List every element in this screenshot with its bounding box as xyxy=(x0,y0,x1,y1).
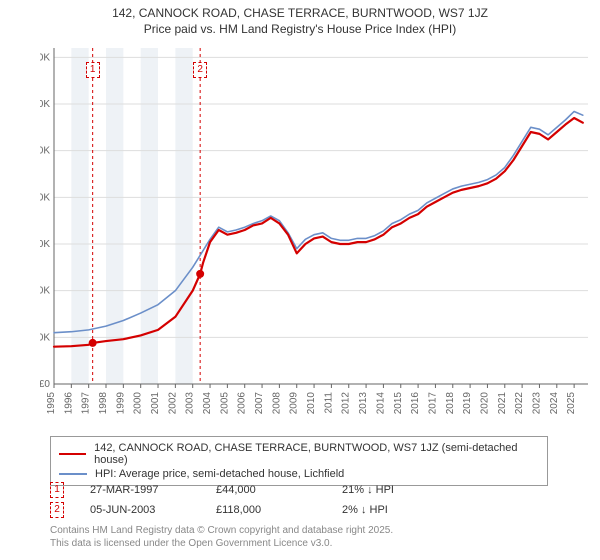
legend-box: 142, CANNOCK ROAD, CHASE TERRACE, BURNTW… xyxy=(50,436,548,486)
svg-text:2011: 2011 xyxy=(323,392,334,414)
svg-text:2006: 2006 xyxy=(237,392,248,415)
svg-text:2020: 2020 xyxy=(479,392,490,415)
event-row: 1 27-MAR-1997 £44,000 21% ↓ HPI xyxy=(50,480,394,500)
event-badge: 2 xyxy=(50,502,64,518)
attribution: Contains HM Land Registry data © Crown c… xyxy=(50,524,393,550)
event-badge: 1 xyxy=(50,482,64,498)
event-row: 2 05-JUN-2003 £118,000 2% ↓ HPI xyxy=(50,500,394,520)
event-marker-badge: 2 xyxy=(193,62,207,78)
event-delta: 21% ↓ HPI xyxy=(342,484,394,496)
legend-row-property: 142, CANNOCK ROAD, CHASE TERRACE, BURNTW… xyxy=(59,441,539,467)
legend-label-hpi: HPI: Average price, semi-detached house,… xyxy=(95,468,344,480)
svg-text:£200K: £200K xyxy=(40,192,50,203)
svg-text:2010: 2010 xyxy=(306,392,317,415)
svg-text:2009: 2009 xyxy=(289,392,300,415)
event-delta: 2% ↓ HPI xyxy=(342,504,388,516)
svg-text:2022: 2022 xyxy=(514,392,525,415)
svg-text:1999: 1999 xyxy=(115,392,126,415)
svg-text:2019: 2019 xyxy=(462,392,473,415)
svg-text:1996: 1996 xyxy=(63,392,74,415)
legend-swatch-hpi xyxy=(59,473,87,475)
svg-text:2003: 2003 xyxy=(185,392,196,415)
legend-label-property: 142, CANNOCK ROAD, CHASE TERRACE, BURNTW… xyxy=(94,442,539,466)
svg-text:2021: 2021 xyxy=(497,392,508,415)
svg-text:1998: 1998 xyxy=(98,392,109,415)
svg-text:2004: 2004 xyxy=(202,392,213,415)
title-block: 142, CANNOCK ROAD, CHASE TERRACE, BURNTW… xyxy=(0,0,600,37)
svg-text:2012: 2012 xyxy=(341,392,352,415)
event-marker-badge: 1 xyxy=(86,62,100,78)
events-table: 1 27-MAR-1997 £44,000 21% ↓ HPI 2 05-JUN… xyxy=(50,480,394,520)
svg-text:2024: 2024 xyxy=(549,392,560,415)
event-date: 05-JUN-2003 xyxy=(90,504,190,516)
svg-text:£250K: £250K xyxy=(40,146,50,157)
svg-text:£350K: £350K xyxy=(40,52,50,63)
legend-row-hpi: HPI: Average price, semi-detached house,… xyxy=(59,467,539,481)
svg-text:2002: 2002 xyxy=(167,392,178,415)
svg-text:2001: 2001 xyxy=(150,392,161,415)
title-line-2: Price paid vs. HM Land Registry's House … xyxy=(0,22,600,38)
svg-text:2018: 2018 xyxy=(445,392,456,415)
svg-text:2017: 2017 xyxy=(427,392,438,415)
svg-text:2008: 2008 xyxy=(271,392,282,415)
chart-area: £0 £50K £100K £150K £200K £250K £300K £350K 1995… xyxy=(40,44,590,424)
svg-text:2015: 2015 xyxy=(393,392,404,415)
legend-swatch-property xyxy=(59,453,86,455)
title-line-1: 142, CANNOCK ROAD, CHASE TERRACE, BURNTW… xyxy=(0,6,600,22)
chart-svg: £0 £50K £100K £150K £200K £250K £300K £350K 1995… xyxy=(40,44,590,424)
attribution-line-2: This data is licensed under the Open Gov… xyxy=(50,537,393,550)
svg-text:1995: 1995 xyxy=(46,392,57,415)
svg-text:£300K: £300K xyxy=(40,99,50,110)
svg-text:2016: 2016 xyxy=(410,392,421,415)
svg-text:2013: 2013 xyxy=(358,392,369,415)
svg-text:2007: 2007 xyxy=(254,392,265,415)
svg-text:2005: 2005 xyxy=(219,392,230,415)
svg-text:1997: 1997 xyxy=(81,392,92,415)
event-date: 27-MAR-1997 xyxy=(90,484,190,496)
event-price: £44,000 xyxy=(216,484,316,496)
svg-text:2025: 2025 xyxy=(566,392,577,415)
event-price: £118,000 xyxy=(216,504,316,516)
svg-text:£0: £0 xyxy=(40,379,50,390)
svg-text:2023: 2023 xyxy=(531,392,542,415)
svg-text:2000: 2000 xyxy=(133,392,144,415)
svg-text:2014: 2014 xyxy=(375,392,386,415)
svg-text:£150K: £150K xyxy=(40,239,50,250)
chart-container: 142, CANNOCK ROAD, CHASE TERRACE, BURNTW… xyxy=(0,0,600,560)
svg-text:£50K: £50K xyxy=(40,332,50,343)
attribution-line-1: Contains HM Land Registry data © Crown c… xyxy=(50,524,393,537)
svg-text:£100K: £100K xyxy=(40,286,50,297)
